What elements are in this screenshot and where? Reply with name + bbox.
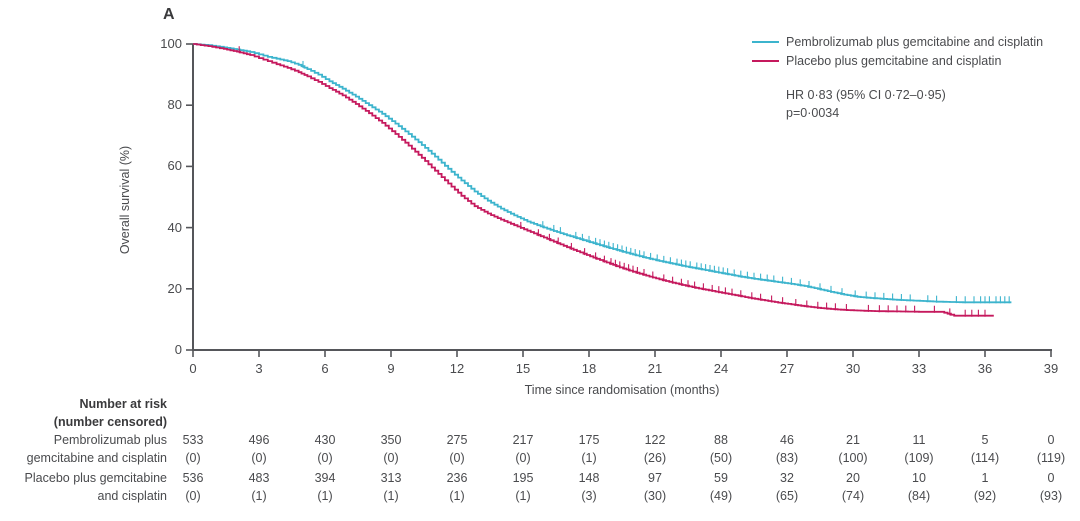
at-risk-count: 32 <box>780 471 794 485</box>
y-tick-label: 60 <box>167 158 182 174</box>
at-risk-count: 88 <box>714 433 728 447</box>
at-risk-count: 20 <box>846 471 860 485</box>
censored-count: (0) <box>383 451 399 465</box>
p-value-text: p=0·0034 <box>786 106 840 120</box>
x-tick-label: 3 <box>255 361 263 376</box>
censored-count: (119) <box>1036 451 1066 465</box>
at-risk-count: 536 <box>182 471 204 485</box>
censored-count: (0) <box>317 451 333 465</box>
legend-label-pembrolizumab: Pembrolizumab plus gemcitabine and cispl… <box>786 34 1044 49</box>
at-risk-count: 275 <box>446 433 468 447</box>
censored-count: (109) <box>904 451 934 465</box>
panel-label: A <box>163 6 175 23</box>
at-risk-count: 148 <box>578 471 600 485</box>
censored-count: (0) <box>185 489 201 503</box>
censored-count: (26) <box>643 451 667 465</box>
at-risk-count: 430 <box>314 433 336 447</box>
placebo-survival-curve <box>193 43 994 317</box>
censored-count: (0) <box>515 451 531 465</box>
at-risk-count: 350 <box>380 433 402 447</box>
at-risk-count: 122 <box>644 433 666 447</box>
censored-count: (1) <box>449 489 465 503</box>
at-risk-count: 496 <box>248 433 270 447</box>
censored-count: (49) <box>709 489 733 503</box>
x-axis-label: Time since randomisation (months) <box>524 383 720 397</box>
at-risk-count: 97 <box>648 471 662 485</box>
at-risk-count: 195 <box>512 471 534 485</box>
censored-count: (0) <box>449 451 465 465</box>
censored-count: (1) <box>515 489 531 503</box>
risk-row-label-placebo-line1: Placebo plus gemcitabine <box>24 471 167 485</box>
x-tick-label: 18 <box>581 361 597 376</box>
at-risk-count: 394 <box>314 471 336 485</box>
y-tick-label: 40 <box>167 219 182 235</box>
at-risk-count: 175 <box>578 433 600 447</box>
stats-annotation: HR 0·83 (95% CI 0·72–0·95) p=0·0034 <box>786 86 946 122</box>
pembrolizumab-survival-curve <box>193 43 1012 304</box>
x-tick-label: 21 <box>647 361 663 376</box>
at-risk-count: 313 <box>380 471 402 485</box>
x-tick-label: 33 <box>911 361 927 376</box>
pembrolizumab-line-swatch <box>752 40 779 43</box>
censored-count: (3) <box>581 489 597 503</box>
at-risk-count: 217 <box>512 433 534 447</box>
at-risk-count: 59 <box>714 471 728 485</box>
censored-count: (74) <box>841 489 865 503</box>
x-tick-label: 15 <box>515 361 531 376</box>
risk-row-label-pembrolizumab-line2: gemcitabine and cisplatin <box>26 451 167 465</box>
x-tick-label: 12 <box>449 361 465 376</box>
x-tick-label: 30 <box>845 361 861 376</box>
at-risk-count: 1 <box>981 471 989 485</box>
censored-count: (1) <box>581 451 597 465</box>
x-tick-label: 9 <box>387 361 395 376</box>
x-tick-label: 36 <box>977 361 993 376</box>
legend: Pembrolizumab plus gemcitabine and cispl… <box>752 32 1043 70</box>
risk-row-label-pembrolizumab-line1: Pembrolizumab plus <box>53 433 167 447</box>
censored-count: (50) <box>709 451 733 465</box>
y-tick-label: 0 <box>174 342 182 357</box>
legend-label-placebo: Placebo plus gemcitabine and cisplatin <box>786 53 1002 68</box>
censored-count: (1) <box>251 489 267 503</box>
censored-count: (92) <box>973 489 997 503</box>
y-tick-label: 80 <box>167 97 182 113</box>
risk-row-label-placebo-line2: and cisplatin <box>97 489 168 503</box>
x-tick-label: 0 <box>189 361 197 376</box>
at-risk-count: 236 <box>446 471 468 485</box>
censored-count: (0) <box>251 451 267 465</box>
censored-count: (84) <box>907 489 931 503</box>
hazard-ratio-text: HR 0·83 (95% CI 0·72–0·95) <box>786 88 946 102</box>
risk-table-header-line1: Number at risk <box>79 397 167 411</box>
legend-item-placebo: Placebo plus gemcitabine and cisplatin <box>752 51 1043 70</box>
censored-count: (114) <box>970 451 1000 465</box>
censored-count: (65) <box>775 489 799 503</box>
at-risk-count: 11 <box>912 433 926 447</box>
at-risk-count: 5 <box>981 433 989 447</box>
censored-count: (93) <box>1039 489 1063 503</box>
censored-count: (83) <box>775 451 799 465</box>
y-tick-label: 100 <box>160 36 182 51</box>
censored-count: (1) <box>383 489 399 503</box>
x-tick-label: 24 <box>713 361 729 376</box>
censored-count: (100) <box>838 451 868 465</box>
y-axis-label: Overall survival (%) <box>118 145 132 255</box>
x-tick-label: 27 <box>779 361 795 376</box>
x-tick-label: 6 <box>321 361 329 376</box>
censored-count: (1) <box>317 489 333 503</box>
placebo-line-swatch <box>752 59 779 62</box>
at-risk-count: 10 <box>912 471 926 485</box>
censored-count: (30) <box>643 489 667 503</box>
x-tick-label: 39 <box>1043 361 1059 376</box>
y-tick-label: 20 <box>167 280 182 296</box>
at-risk-count: 483 <box>248 471 270 485</box>
km-plot-canvas <box>186 43 1052 357</box>
at-risk-count: 533 <box>182 433 204 447</box>
at-risk-count: 0 <box>1047 433 1055 447</box>
at-risk-count: 46 <box>780 433 794 447</box>
risk-table-header-line2: (number censored) <box>53 415 167 429</box>
at-risk-count: 0 <box>1047 471 1055 485</box>
at-risk-count: 21 <box>846 433 860 447</box>
censored-count: (0) <box>185 451 201 465</box>
legend-item-pembrolizumab: Pembrolizumab plus gemcitabine and cispl… <box>752 32 1043 51</box>
